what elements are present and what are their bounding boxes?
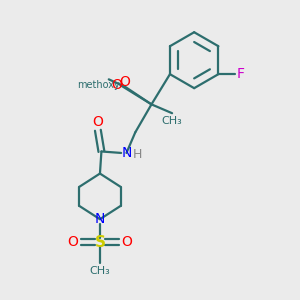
Text: O: O <box>112 78 122 92</box>
Text: O: O <box>68 235 79 249</box>
Text: CH₃: CH₃ <box>162 116 182 126</box>
Text: O: O <box>92 115 103 129</box>
Text: H: H <box>133 148 142 161</box>
Text: F: F <box>237 67 245 81</box>
Text: S: S <box>94 235 105 250</box>
Text: CH₃: CH₃ <box>90 266 110 276</box>
Text: N: N <box>95 212 105 226</box>
Text: methoxy: methoxy <box>77 80 120 90</box>
Text: N: N <box>121 146 132 160</box>
Text: O: O <box>119 75 130 89</box>
Text: O: O <box>121 235 132 249</box>
